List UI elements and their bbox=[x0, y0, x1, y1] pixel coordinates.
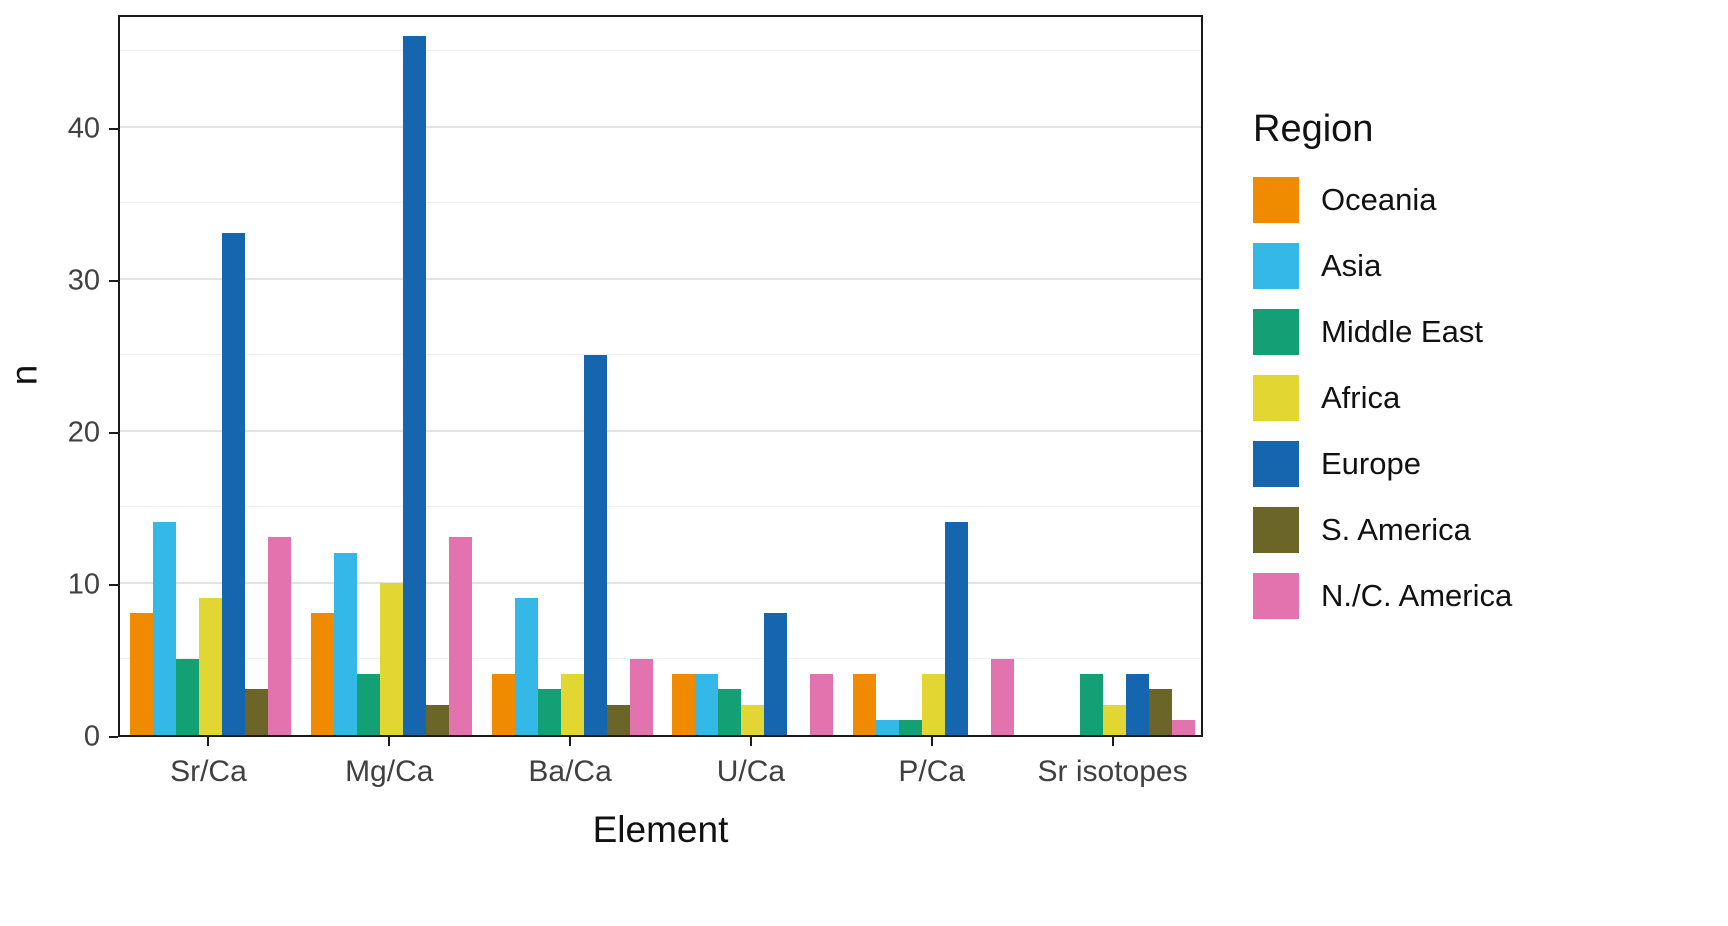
bar-sr-ca-s-america bbox=[244, 689, 268, 735]
legend-item-s-america: S. America bbox=[1253, 507, 1512, 553]
y-tick-label: 0 bbox=[83, 720, 100, 753]
y-tick-mark bbox=[109, 280, 118, 282]
bar-u-ca-europe bbox=[764, 613, 788, 735]
gridline-major bbox=[120, 278, 1201, 280]
bar-sr-isotopes-middle-east bbox=[1080, 674, 1104, 735]
legend-swatch bbox=[1253, 573, 1299, 619]
x-axis-title: Element bbox=[592, 809, 729, 850]
bar-mg-ca-n-c-america bbox=[448, 537, 472, 735]
legend-label: Oceania bbox=[1321, 182, 1437, 217]
gridline-minor bbox=[120, 202, 1201, 203]
legend: Region Oceania Asia Middle East Africa Europ… bbox=[1253, 108, 1512, 639]
legend-item-europe: Europe bbox=[1253, 441, 1512, 487]
bar-p-ca-africa bbox=[922, 674, 946, 735]
gridline-major bbox=[120, 582, 1201, 584]
bar-sr-isotopes-africa bbox=[1103, 704, 1127, 735]
bar-p-ca-asia bbox=[876, 719, 900, 735]
bar-mg-ca-middle-east bbox=[356, 674, 380, 735]
legend-swatch bbox=[1253, 441, 1299, 487]
y-tick-mark bbox=[109, 736, 118, 738]
bar-u-ca-oceania bbox=[672, 674, 696, 735]
x-tick-mark bbox=[930, 737, 933, 746]
legend-swatch bbox=[1253, 507, 1299, 553]
bar-sr-ca-oceania bbox=[129, 613, 153, 735]
bar-u-ca-middle-east bbox=[718, 689, 742, 735]
bar-u-ca-n-c-america bbox=[810, 674, 834, 735]
x-tick-mark bbox=[1111, 737, 1114, 746]
x-tick-label: Sr/Ca bbox=[170, 755, 247, 788]
gridline-major bbox=[120, 430, 1201, 432]
y-tick-label: 20 bbox=[67, 416, 100, 449]
x-tick-mark bbox=[569, 737, 572, 746]
bar-sr-ca-n-c-america bbox=[267, 537, 291, 735]
bar-u-ca-africa bbox=[741, 704, 765, 735]
x-tick-mark bbox=[388, 737, 391, 746]
gridline-minor bbox=[120, 354, 1201, 355]
bar-ba-ca-s-america bbox=[606, 704, 630, 735]
legend-label: S. America bbox=[1321, 512, 1471, 547]
bar-sr-isotopes-s-america bbox=[1149, 689, 1173, 735]
x-tick-mark bbox=[207, 737, 210, 746]
bar-p-ca-oceania bbox=[853, 674, 877, 735]
x-tick-mark bbox=[749, 737, 752, 746]
y-tick-mark bbox=[109, 584, 118, 586]
legend-label: Europe bbox=[1321, 446, 1421, 481]
legend-item-oceania: Oceania bbox=[1253, 177, 1512, 223]
y-axis-title: n bbox=[3, 364, 45, 386]
legend-title: Region bbox=[1253, 108, 1374, 150]
bar-mg-ca-africa bbox=[379, 583, 403, 735]
legend-swatch bbox=[1253, 309, 1299, 355]
legend-label: Middle East bbox=[1321, 314, 1483, 349]
bar-sr-ca-asia bbox=[152, 522, 176, 735]
bar-p-ca-europe bbox=[945, 522, 969, 735]
bar-mg-ca-europe bbox=[402, 35, 426, 735]
legend-items: Oceania Asia Middle East Africa Europe S. Ame… bbox=[1253, 177, 1512, 619]
bar-ba-ca-oceania bbox=[491, 674, 515, 735]
legend-swatch bbox=[1253, 243, 1299, 289]
x-tick-label: P/Ca bbox=[898, 755, 966, 788]
bar-mg-ca-oceania bbox=[310, 613, 334, 735]
bar-sr-isotopes-n-c-america bbox=[1172, 719, 1196, 735]
x-tick-label: Mg/Ca bbox=[345, 755, 434, 788]
legend-label: Africa bbox=[1321, 380, 1401, 415]
plot-panel bbox=[118, 15, 1203, 737]
y-tick-label: 40 bbox=[67, 112, 100, 145]
gridline-minor bbox=[120, 506, 1201, 507]
bar-ba-ca-africa bbox=[560, 674, 584, 735]
bar-mg-ca-s-america bbox=[425, 704, 449, 735]
legend-label: N./C. America bbox=[1321, 578, 1513, 613]
bar-sr-ca-africa bbox=[198, 598, 222, 735]
legend-label: Asia bbox=[1321, 248, 1382, 283]
bar-p-ca-middle-east bbox=[899, 719, 923, 735]
bar-p-ca-n-c-america bbox=[991, 659, 1015, 735]
bar-sr-ca-middle-east bbox=[175, 659, 199, 735]
legend-item-africa: Africa bbox=[1253, 375, 1512, 421]
y-tick-mark bbox=[109, 128, 118, 130]
bar-sr-isotopes-europe bbox=[1126, 674, 1150, 735]
legend-item-n-c-america: N./C. America bbox=[1253, 573, 1512, 619]
x-tick-label: Ba/Ca bbox=[528, 755, 612, 788]
gridline-minor bbox=[120, 658, 1201, 659]
bar-ba-ca-europe bbox=[583, 355, 607, 735]
bar-mg-ca-asia bbox=[333, 552, 357, 735]
y-tick-label: 30 bbox=[67, 264, 100, 297]
x-tick-label: U/Ca bbox=[716, 755, 786, 788]
bar-u-ca-asia bbox=[695, 674, 719, 735]
gridline-minor bbox=[120, 50, 1201, 51]
legend-swatch bbox=[1253, 177, 1299, 223]
legend-swatch bbox=[1253, 375, 1299, 421]
bar-ba-ca-middle-east bbox=[537, 689, 561, 735]
y-tick-mark bbox=[109, 432, 118, 434]
y-tick-label: 10 bbox=[67, 568, 100, 601]
x-tick-label: Sr isotopes bbox=[1037, 755, 1188, 788]
gridline-major bbox=[120, 126, 1201, 128]
bar-ba-ca-asia bbox=[514, 598, 538, 735]
bar-ba-ca-n-c-america bbox=[629, 659, 653, 735]
legend-item-asia: Asia bbox=[1253, 243, 1512, 289]
bar-sr-ca-europe bbox=[221, 233, 245, 735]
legend-item-middle-east: Middle East bbox=[1253, 309, 1512, 355]
